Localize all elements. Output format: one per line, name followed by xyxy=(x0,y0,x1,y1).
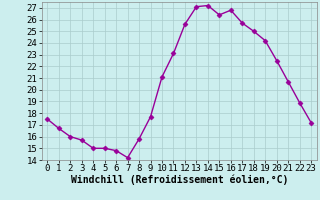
X-axis label: Windchill (Refroidissement éolien,°C): Windchill (Refroidissement éolien,°C) xyxy=(70,175,288,185)
